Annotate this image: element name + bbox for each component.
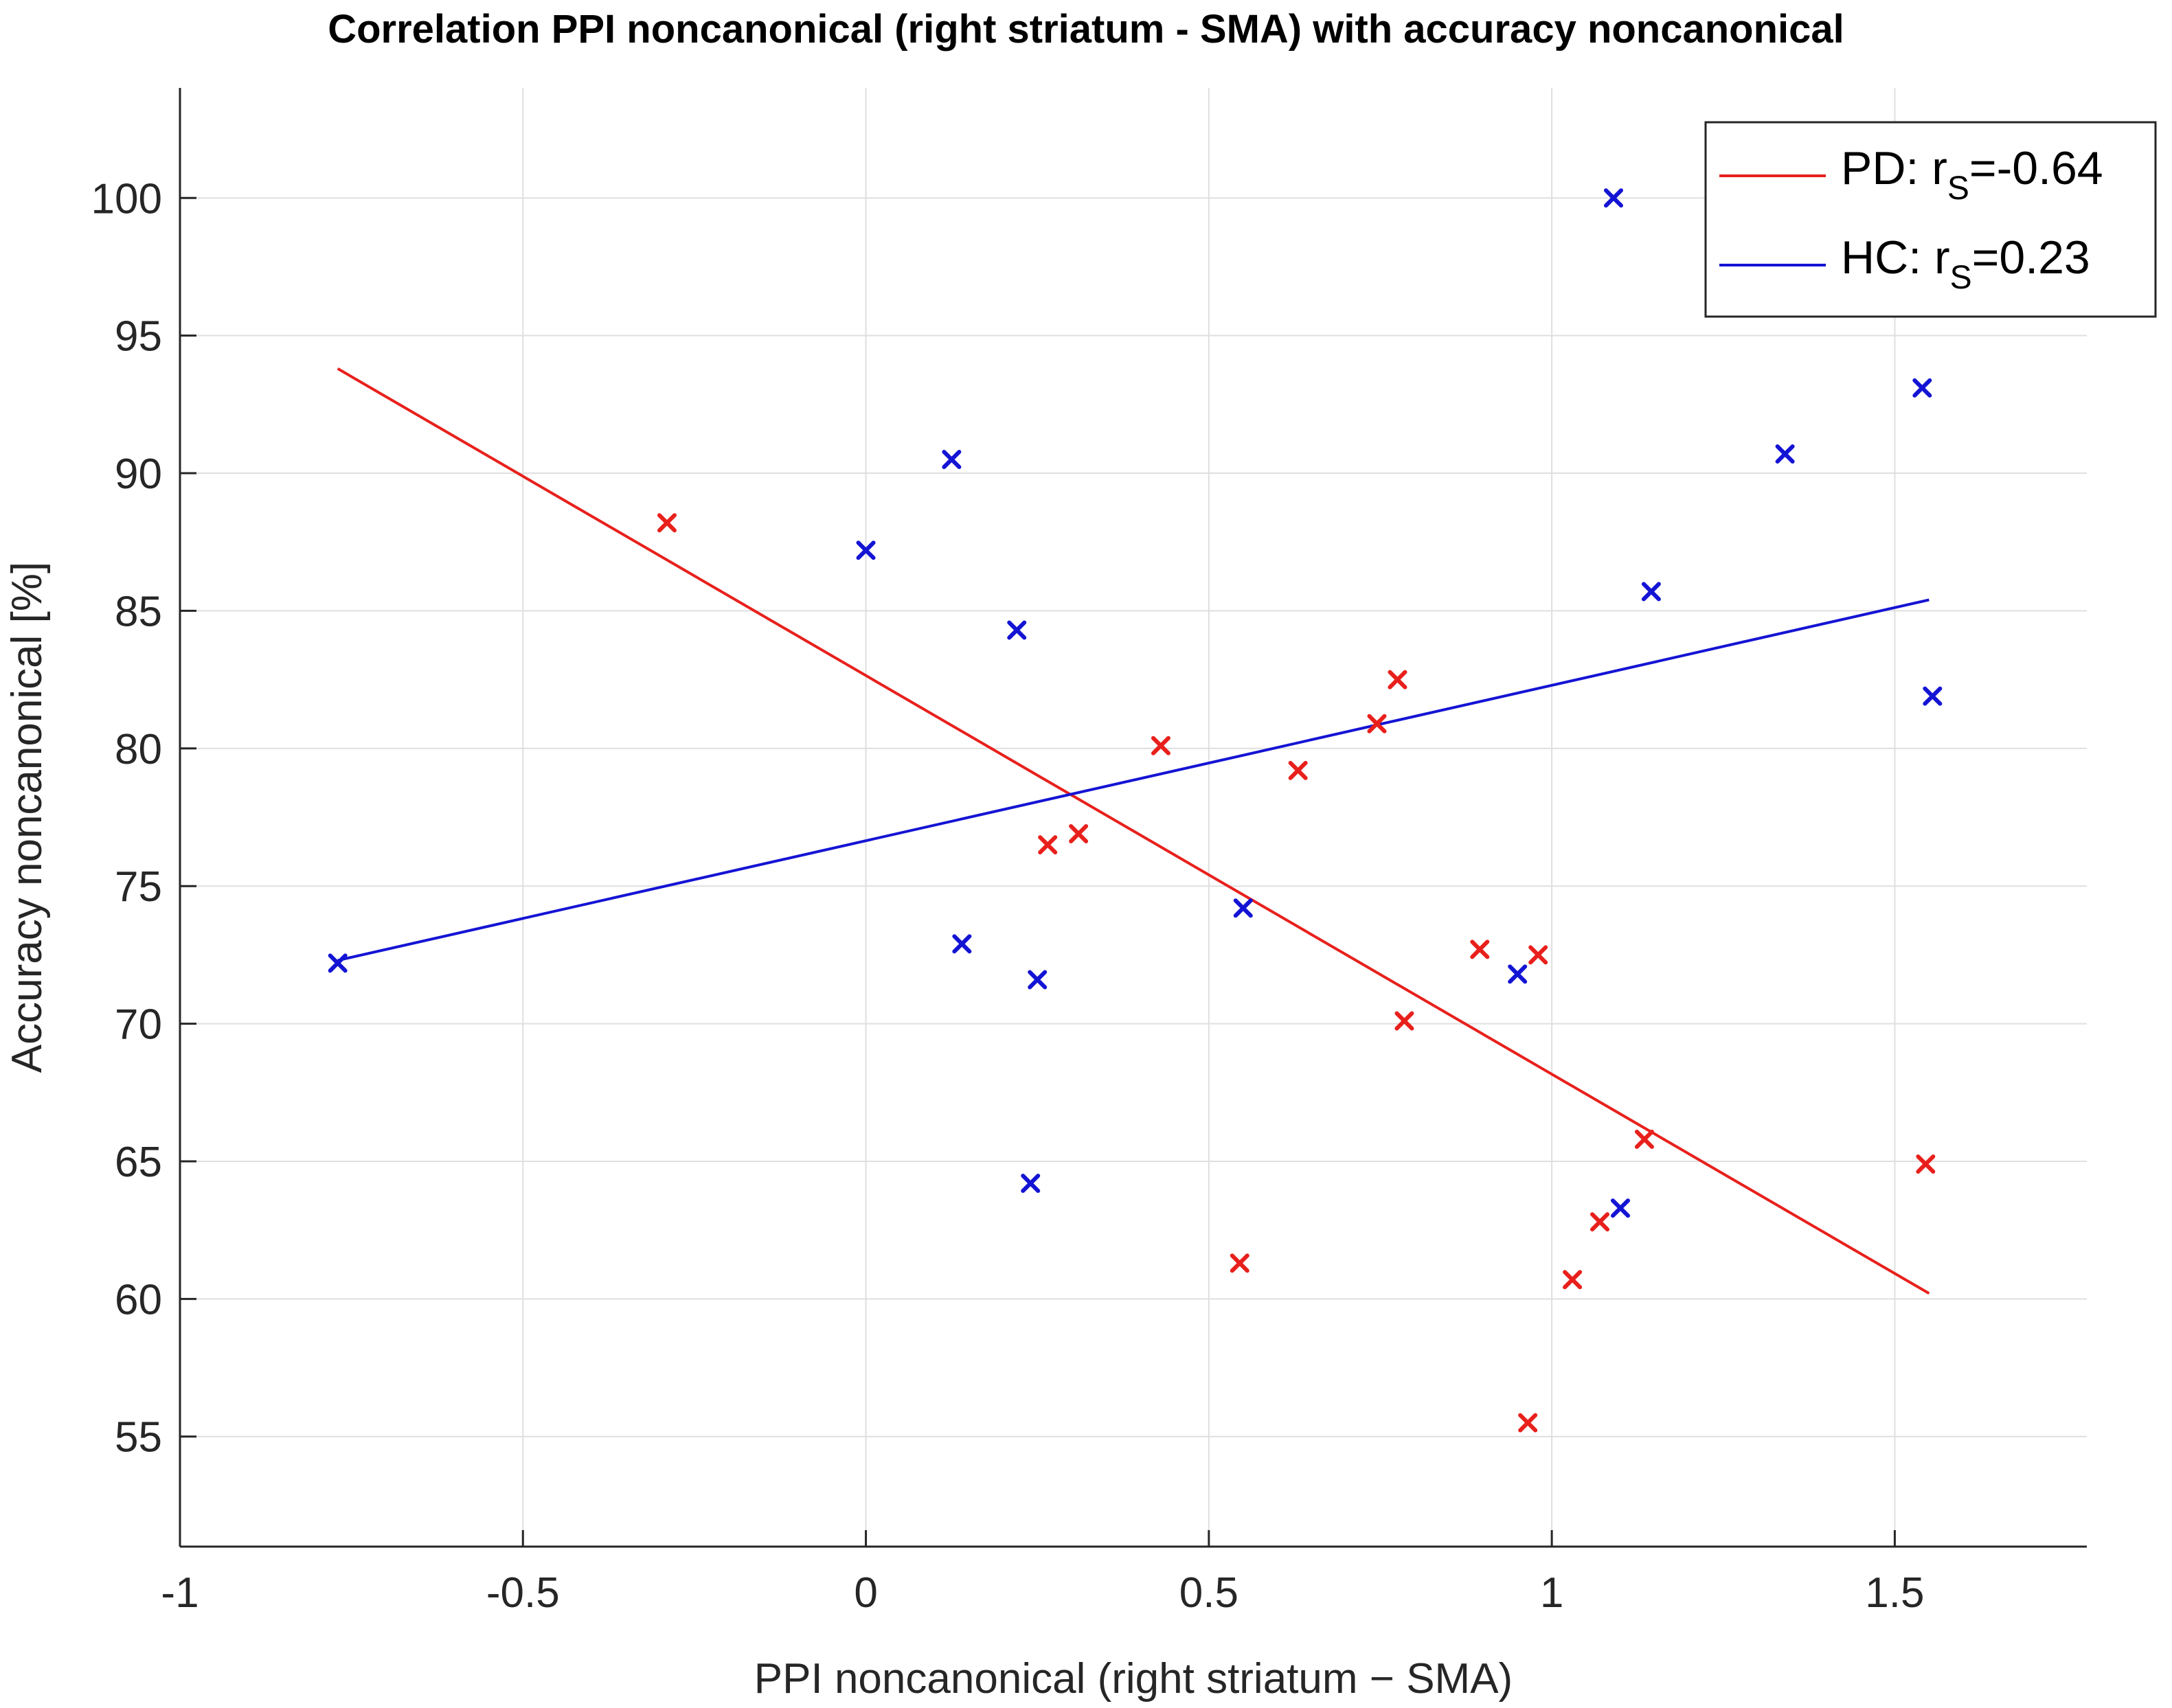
hc-data-point bbox=[856, 540, 876, 560]
legend-pd-prefix: PD: r bbox=[1841, 142, 1947, 194]
hc-data-point bbox=[1923, 686, 1943, 706]
hc-data-point bbox=[1233, 898, 1253, 918]
pd-data-point bbox=[1388, 670, 1407, 690]
y-tick-label: 55 bbox=[115, 1414, 162, 1461]
y-tick-label: 100 bbox=[91, 175, 162, 223]
x-tick-label: 1.5 bbox=[1865, 1569, 1924, 1617]
legend-pd-label: PD: rS=-0.64 bbox=[1841, 142, 2103, 207]
x-axis-label: PPI noncanonical (right striatum − SMA) bbox=[754, 1655, 1513, 1703]
hc-fit-line bbox=[337, 598, 1930, 962]
hc-data-point bbox=[952, 934, 972, 954]
pd-data-point bbox=[1470, 940, 1490, 959]
hc-data-point bbox=[1775, 444, 1795, 464]
pd-data-point bbox=[1151, 736, 1170, 755]
grid-lines bbox=[179, 88, 2087, 1547]
y-tick-label: 60 bbox=[115, 1276, 162, 1323]
hc-data-point bbox=[1028, 970, 1048, 990]
pd-data-point bbox=[1038, 835, 1058, 855]
axes bbox=[179, 88, 2087, 1548]
y-tick-label: 95 bbox=[115, 313, 162, 361]
x-tick-label: 0 bbox=[854, 1569, 877, 1617]
pd-data-point bbox=[657, 513, 677, 533]
chart-title: Correlation PPI noncanonical (right stri… bbox=[328, 7, 1844, 52]
x-tick-label: -0.5 bbox=[486, 1569, 560, 1617]
pd-data-point bbox=[1367, 714, 1387, 733]
pd-data-point bbox=[1069, 824, 1089, 844]
legend-pd-value: =-0.64 bbox=[1969, 142, 2103, 194]
legend-hc-value: =0.23 bbox=[1972, 231, 2090, 284]
pd-fit-line bbox=[337, 367, 1930, 1295]
y-tick-label: 70 bbox=[115, 1001, 162, 1049]
data-markers bbox=[328, 188, 1943, 1433]
pd-data-point bbox=[1916, 1154, 1936, 1174]
hc-data-point bbox=[1021, 1174, 1041, 1194]
hc-data-point bbox=[1603, 188, 1623, 208]
legend: PD: rS=-0.64 HC: rS=0.23 bbox=[1704, 121, 2157, 318]
plot-area bbox=[180, 88, 2087, 1547]
pd-data-point bbox=[1230, 1253, 1249, 1273]
hc-data-point bbox=[1508, 964, 1528, 984]
legend-hc-subscript: S bbox=[1950, 260, 1972, 296]
y-axis-label: Accuracy noncanonical [%] bbox=[3, 562, 51, 1073]
pd-data-point bbox=[1394, 1011, 1414, 1031]
y-tick-label: 90 bbox=[115, 451, 162, 498]
pd-data-point bbox=[1563, 1270, 1583, 1290]
y-tick-labels: 55 60 65 70 75 80 85 90 95 100 bbox=[91, 175, 162, 1461]
legend-hc-prefix: HC: r bbox=[1841, 231, 1950, 284]
y-tick-label: 80 bbox=[115, 726, 162, 773]
hc-data-point bbox=[1610, 1198, 1630, 1218]
hc-data-point bbox=[1641, 582, 1661, 602]
legend-pd-subscript: S bbox=[1947, 170, 1969, 207]
y-tick-label: 65 bbox=[115, 1139, 162, 1186]
pd-data-point bbox=[1590, 1212, 1610, 1232]
hc-data-point bbox=[1007, 620, 1027, 640]
legend-hc-label: HC: rS=0.23 bbox=[1841, 231, 2090, 296]
pd-data-point bbox=[1288, 760, 1308, 780]
y-tick-label: 75 bbox=[115, 863, 162, 911]
legend-box bbox=[1704, 121, 2157, 318]
hc-data-point bbox=[942, 450, 962, 470]
x-tick-label: 0.5 bbox=[1179, 1569, 1238, 1617]
x-tick-label: 1 bbox=[1540, 1569, 1563, 1617]
fit-lines bbox=[337, 367, 1930, 1295]
hc-data-point bbox=[328, 953, 348, 973]
pd-data-point bbox=[1518, 1413, 1538, 1433]
x-tick-labels: -1 -0.5 0 0.5 1 1.5 bbox=[161, 1569, 1924, 1617]
hc-data-point bbox=[1912, 378, 1932, 398]
pd-data-point bbox=[1634, 1129, 1654, 1149]
x-tick-label: -1 bbox=[161, 1569, 199, 1617]
y-tick-label: 85 bbox=[115, 588, 162, 635]
pd-data-point bbox=[1528, 945, 1548, 965]
